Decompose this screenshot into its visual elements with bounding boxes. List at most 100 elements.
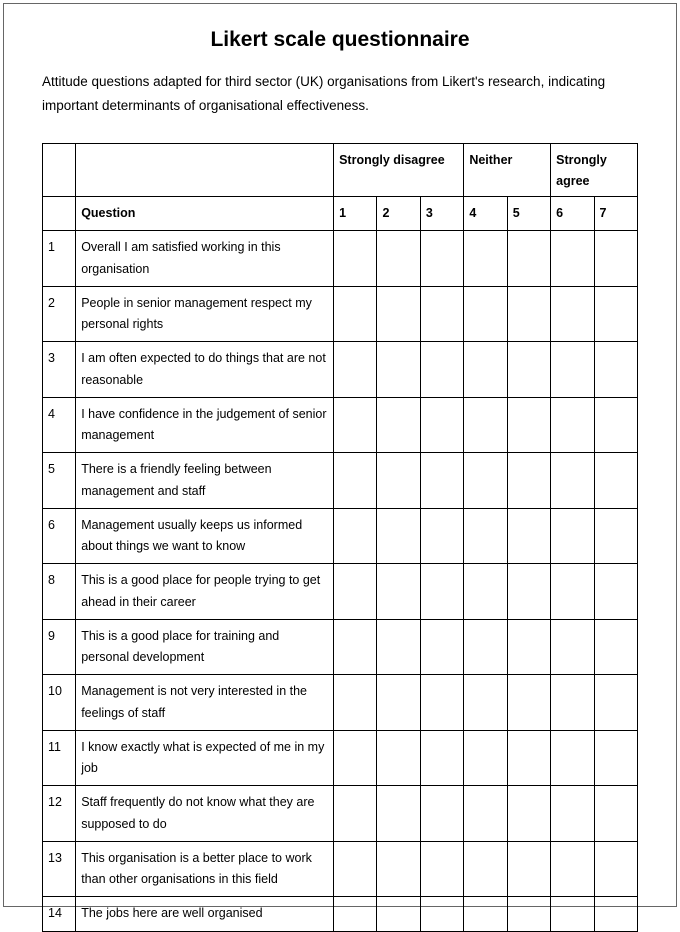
page-frame: Likert scale questionnaire Attitude ques… (3, 3, 677, 907)
scale-cell-5[interactable] (507, 342, 550, 398)
scale-cell-7[interactable] (594, 786, 637, 842)
scale-cell-2[interactable] (377, 675, 420, 731)
scale-cell-1[interactable] (334, 786, 377, 842)
scale-cell-1[interactable] (334, 286, 377, 342)
scale-cell-1[interactable] (334, 730, 377, 786)
scale-cell-2[interactable] (377, 730, 420, 786)
scale-cell-7[interactable] (594, 841, 637, 897)
scale-cell-4[interactable] (464, 730, 507, 786)
scale-cell-1[interactable] (334, 231, 377, 287)
scale-cell-2[interactable] (377, 897, 420, 931)
scale-cell-4[interactable] (464, 508, 507, 564)
scale-cell-2[interactable] (377, 453, 420, 509)
scale-cell-2[interactable] (377, 619, 420, 675)
scale-cell-6[interactable] (551, 841, 594, 897)
scale-cell-1[interactable] (334, 453, 377, 509)
scale-cell-1[interactable] (334, 508, 377, 564)
scale-cell-5[interactable] (507, 508, 550, 564)
scale-cell-5[interactable] (507, 231, 550, 287)
scale-cell-7[interactable] (594, 897, 637, 931)
scale-cell-6[interactable] (551, 786, 594, 842)
scale-cell-3[interactable] (420, 841, 463, 897)
scale-cell-7[interactable] (594, 397, 637, 453)
scale-cell-2[interactable] (377, 286, 420, 342)
scale-cell-7[interactable] (594, 286, 637, 342)
scale-cell-7[interactable] (594, 231, 637, 287)
scale-cell-7[interactable] (594, 508, 637, 564)
scale-cell-6[interactable] (551, 675, 594, 731)
scale-cell-4[interactable] (464, 786, 507, 842)
question-number: 1 (43, 231, 76, 287)
scale-cell-4[interactable] (464, 231, 507, 287)
question-number: 13 (43, 841, 76, 897)
scale-cell-1[interactable] (334, 841, 377, 897)
question-number: 9 (43, 619, 76, 675)
scale-cell-1[interactable] (334, 897, 377, 931)
scale-cell-6[interactable] (551, 564, 594, 620)
scale-cell-1[interactable] (334, 564, 377, 620)
scale-cell-3[interactable] (420, 397, 463, 453)
scale-cell-2[interactable] (377, 564, 420, 620)
scale-cell-2[interactable] (377, 841, 420, 897)
question-text: Management is not very interested in the… (76, 675, 334, 731)
scale-cell-3[interactable] (420, 231, 463, 287)
scale-cell-4[interactable] (464, 897, 507, 931)
scale-cell-1[interactable] (334, 342, 377, 398)
scale-cell-5[interactable] (507, 730, 550, 786)
scale-cell-5[interactable] (507, 786, 550, 842)
scale-cell-3[interactable] (420, 508, 463, 564)
scale-cell-4[interactable] (464, 619, 507, 675)
scale-cell-4[interactable] (464, 453, 507, 509)
scale-cell-7[interactable] (594, 453, 637, 509)
scale-cell-7[interactable] (594, 619, 637, 675)
scale-cell-5[interactable] (507, 897, 550, 931)
scale-cell-6[interactable] (551, 342, 594, 398)
scale-cell-5[interactable] (507, 564, 550, 620)
scale-cell-4[interactable] (464, 675, 507, 731)
scale-cell-4[interactable] (464, 564, 507, 620)
scale-cell-5[interactable] (507, 286, 550, 342)
scale-cell-6[interactable] (551, 397, 594, 453)
scale-cell-6[interactable] (551, 286, 594, 342)
scale-header-6: 6 (551, 197, 594, 231)
scale-cell-1[interactable] (334, 675, 377, 731)
scale-cell-6[interactable] (551, 508, 594, 564)
scale-cell-3[interactable] (420, 786, 463, 842)
scale-cell-4[interactable] (464, 397, 507, 453)
scale-cell-5[interactable] (507, 841, 550, 897)
scale-cell-3[interactable] (420, 286, 463, 342)
question-number: 10 (43, 675, 76, 731)
scale-cell-2[interactable] (377, 397, 420, 453)
scale-cell-3[interactable] (420, 453, 463, 509)
scale-cell-2[interactable] (377, 508, 420, 564)
scale-cell-5[interactable] (507, 397, 550, 453)
scale-cell-3[interactable] (420, 675, 463, 731)
scale-header-2: 2 (377, 197, 420, 231)
scale-cell-3[interactable] (420, 897, 463, 931)
scale-cell-2[interactable] (377, 342, 420, 398)
scale-cell-3[interactable] (420, 564, 463, 620)
scale-cell-3[interactable] (420, 619, 463, 675)
scale-cell-7[interactable] (594, 730, 637, 786)
scale-cell-1[interactable] (334, 619, 377, 675)
scale-cell-6[interactable] (551, 897, 594, 931)
scale-cell-5[interactable] (507, 675, 550, 731)
table-row: 11I know exactly what is expected of me … (43, 730, 638, 786)
scale-cell-7[interactable] (594, 342, 637, 398)
scale-cell-1[interactable] (334, 397, 377, 453)
scale-cell-5[interactable] (507, 619, 550, 675)
scale-cell-4[interactable] (464, 841, 507, 897)
scale-cell-2[interactable] (377, 786, 420, 842)
scale-cell-7[interactable] (594, 675, 637, 731)
scale-cell-4[interactable] (464, 342, 507, 398)
scale-cell-2[interactable] (377, 231, 420, 287)
scale-cell-6[interactable] (551, 730, 594, 786)
scale-cell-3[interactable] (420, 342, 463, 398)
scale-cell-5[interactable] (507, 453, 550, 509)
scale-cell-3[interactable] (420, 730, 463, 786)
scale-cell-6[interactable] (551, 453, 594, 509)
scale-cell-6[interactable] (551, 619, 594, 675)
scale-cell-4[interactable] (464, 286, 507, 342)
scale-cell-7[interactable] (594, 564, 637, 620)
scale-cell-6[interactable] (551, 231, 594, 287)
